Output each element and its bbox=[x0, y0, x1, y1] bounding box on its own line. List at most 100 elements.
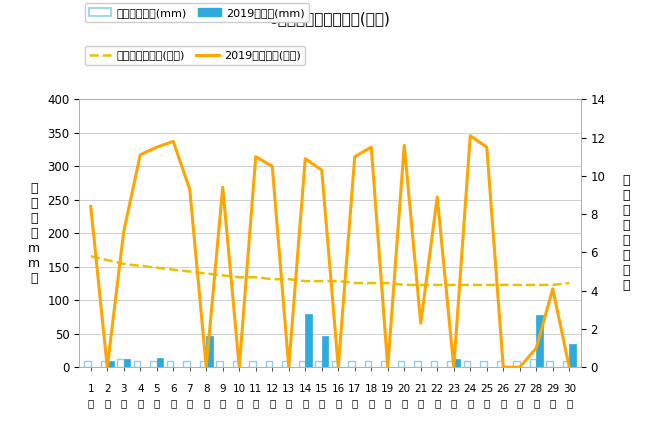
Bar bbox=[315, 360, 322, 367]
Text: 日: 日 bbox=[121, 398, 127, 408]
Text: 28: 28 bbox=[529, 384, 543, 394]
Text: 日: 日 bbox=[269, 398, 275, 408]
Text: 19: 19 bbox=[381, 384, 395, 394]
Legend: 日照時間平年値(時間), 2019日照時間(時間): 日照時間平年値(時間), 2019日照時間(時間) bbox=[84, 46, 306, 65]
Text: 日: 日 bbox=[385, 398, 391, 408]
Bar bbox=[348, 360, 354, 367]
Text: 日: 日 bbox=[401, 398, 407, 408]
Text: 日: 日 bbox=[137, 398, 143, 408]
Bar bbox=[206, 337, 213, 367]
Bar bbox=[183, 360, 190, 367]
Text: 日: 日 bbox=[253, 398, 259, 408]
Text: 日: 日 bbox=[352, 398, 358, 408]
Bar bbox=[200, 360, 206, 367]
Text: 日: 日 bbox=[434, 398, 440, 408]
Text: 22: 22 bbox=[430, 384, 444, 394]
Bar bbox=[84, 360, 91, 367]
Text: 日: 日 bbox=[467, 398, 473, 408]
Text: 8: 8 bbox=[203, 384, 210, 394]
Y-axis label: 降
水
量
（
m
m
）: 降 水 量 （ m m ） bbox=[28, 182, 40, 285]
Text: 日: 日 bbox=[104, 398, 110, 408]
Text: 日: 日 bbox=[170, 398, 176, 408]
Bar bbox=[530, 359, 536, 367]
Bar bbox=[398, 360, 404, 367]
Bar bbox=[157, 358, 163, 367]
Bar bbox=[381, 360, 387, 367]
Bar bbox=[536, 315, 543, 367]
Text: 日: 日 bbox=[533, 398, 539, 408]
Bar bbox=[453, 359, 460, 367]
Text: 26: 26 bbox=[496, 384, 510, 394]
Bar bbox=[447, 360, 453, 367]
Bar bbox=[497, 360, 503, 367]
Bar bbox=[134, 360, 140, 367]
Bar bbox=[569, 344, 576, 367]
Text: 日: 日 bbox=[550, 398, 556, 408]
Bar bbox=[431, 360, 437, 367]
Bar bbox=[365, 360, 371, 367]
Text: 日: 日 bbox=[566, 398, 572, 408]
Bar bbox=[150, 360, 157, 367]
Bar bbox=[107, 360, 114, 367]
Text: 13: 13 bbox=[282, 384, 296, 394]
Text: 18: 18 bbox=[364, 384, 378, 394]
Text: 日: 日 bbox=[286, 398, 292, 408]
Text: 日: 日 bbox=[335, 398, 341, 408]
Bar bbox=[299, 360, 305, 367]
Text: 日: 日 bbox=[319, 398, 325, 408]
Text: 日: 日 bbox=[500, 398, 506, 408]
Text: 5: 5 bbox=[153, 384, 160, 394]
Text: 1: 1 bbox=[87, 384, 94, 394]
Text: 日: 日 bbox=[88, 398, 94, 408]
Text: 16: 16 bbox=[331, 384, 345, 394]
Bar bbox=[167, 360, 173, 367]
Bar bbox=[563, 360, 569, 367]
Text: 30: 30 bbox=[563, 384, 576, 394]
Text: 日: 日 bbox=[187, 398, 193, 408]
Bar bbox=[124, 359, 130, 367]
Text: 12: 12 bbox=[265, 384, 279, 394]
Text: 4: 4 bbox=[137, 384, 144, 394]
Bar bbox=[282, 360, 289, 367]
Bar bbox=[464, 360, 470, 367]
Text: 6: 6 bbox=[170, 384, 177, 394]
Text: 25: 25 bbox=[480, 384, 494, 394]
Text: 20: 20 bbox=[398, 384, 411, 394]
Text: 日: 日 bbox=[517, 398, 523, 408]
Text: 10: 10 bbox=[233, 384, 246, 394]
Text: 15: 15 bbox=[315, 384, 329, 394]
Bar bbox=[513, 360, 519, 367]
Text: 日: 日 bbox=[302, 398, 308, 408]
Bar bbox=[266, 360, 273, 367]
Text: 7: 7 bbox=[186, 384, 193, 394]
Text: 3: 3 bbox=[120, 384, 127, 394]
Bar bbox=[249, 360, 256, 367]
Text: 27: 27 bbox=[513, 384, 527, 394]
Bar bbox=[414, 360, 420, 367]
Text: 21: 21 bbox=[414, 384, 428, 394]
Text: 日: 日 bbox=[154, 398, 160, 408]
Bar bbox=[480, 360, 486, 367]
Text: 日: 日 bbox=[368, 398, 374, 408]
Bar bbox=[321, 336, 328, 367]
Bar bbox=[117, 359, 123, 367]
Text: 日: 日 bbox=[418, 398, 424, 408]
Text: 日: 日 bbox=[220, 398, 226, 408]
Bar bbox=[101, 360, 107, 367]
Bar bbox=[233, 360, 239, 367]
Bar bbox=[332, 360, 338, 367]
Text: 日: 日 bbox=[203, 398, 209, 408]
Text: 2: 2 bbox=[104, 384, 111, 394]
Text: 日: 日 bbox=[236, 398, 242, 408]
Text: 29: 29 bbox=[546, 384, 560, 394]
Text: 23: 23 bbox=[447, 384, 461, 394]
Bar bbox=[216, 360, 222, 367]
Text: 11: 11 bbox=[249, 384, 263, 394]
Text: 日: 日 bbox=[484, 398, 490, 408]
Text: 14: 14 bbox=[298, 384, 312, 394]
Text: 9: 9 bbox=[219, 384, 226, 394]
Text: 日: 日 bbox=[451, 398, 457, 408]
Bar bbox=[305, 314, 312, 367]
Bar bbox=[546, 360, 552, 367]
Title: 6月降水量・日照時間(日別): 6月降水量・日照時間(日別) bbox=[269, 11, 391, 26]
